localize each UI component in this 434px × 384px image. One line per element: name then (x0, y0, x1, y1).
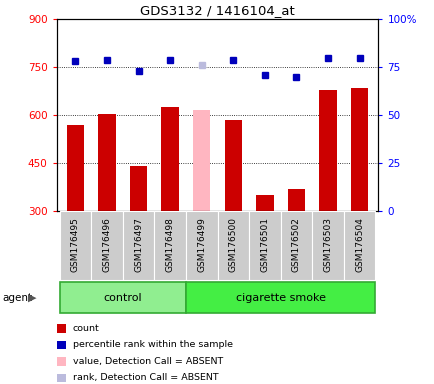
Bar (130, 166, 147, 211)
Text: GSM176502: GSM176502 (291, 217, 300, 271)
Bar (185, 282, 375, 313)
Bar (98, 114, 115, 211)
Text: GSM176496: GSM176496 (102, 217, 111, 271)
Bar (312, 211, 343, 280)
Bar (217, 211, 249, 280)
Bar (249, 211, 280, 280)
Bar (67, 125, 84, 211)
Bar (91, 211, 122, 280)
Bar (185, 211, 217, 280)
Text: value, Detection Call = ABSENT: value, Detection Call = ABSENT (72, 357, 222, 366)
Text: cigarette smoke: cigarette smoke (235, 293, 325, 303)
Bar (224, 120, 241, 211)
Bar (350, 88, 367, 211)
Text: GSM176500: GSM176500 (228, 217, 237, 272)
Title: GDS3132 / 1416104_at: GDS3132 / 1416104_at (140, 3, 294, 17)
Bar (287, 189, 304, 211)
Text: percentile rank within the sample: percentile rank within the sample (72, 340, 232, 349)
Bar (256, 195, 273, 211)
Text: GSM176499: GSM176499 (197, 217, 206, 271)
Text: GSM176504: GSM176504 (354, 217, 363, 271)
Bar (280, 211, 312, 280)
Text: GSM176498: GSM176498 (165, 217, 174, 271)
Bar (59, 282, 185, 313)
Bar (319, 89, 336, 211)
Text: GSM176503: GSM176503 (323, 217, 332, 272)
Text: count: count (72, 324, 99, 333)
Text: rank, Detection Call = ABSENT: rank, Detection Call = ABSENT (72, 373, 218, 382)
Bar (59, 211, 91, 280)
Text: control: control (103, 293, 142, 303)
Bar (154, 211, 185, 280)
Text: GSM176495: GSM176495 (71, 217, 80, 271)
Bar (193, 111, 210, 211)
Text: GSM176501: GSM176501 (260, 217, 269, 272)
Bar (161, 107, 178, 211)
Bar (343, 211, 375, 280)
Text: GSM176497: GSM176497 (134, 217, 143, 271)
Text: agent: agent (2, 293, 32, 303)
Bar (122, 211, 154, 280)
Text: ▶: ▶ (28, 293, 37, 303)
